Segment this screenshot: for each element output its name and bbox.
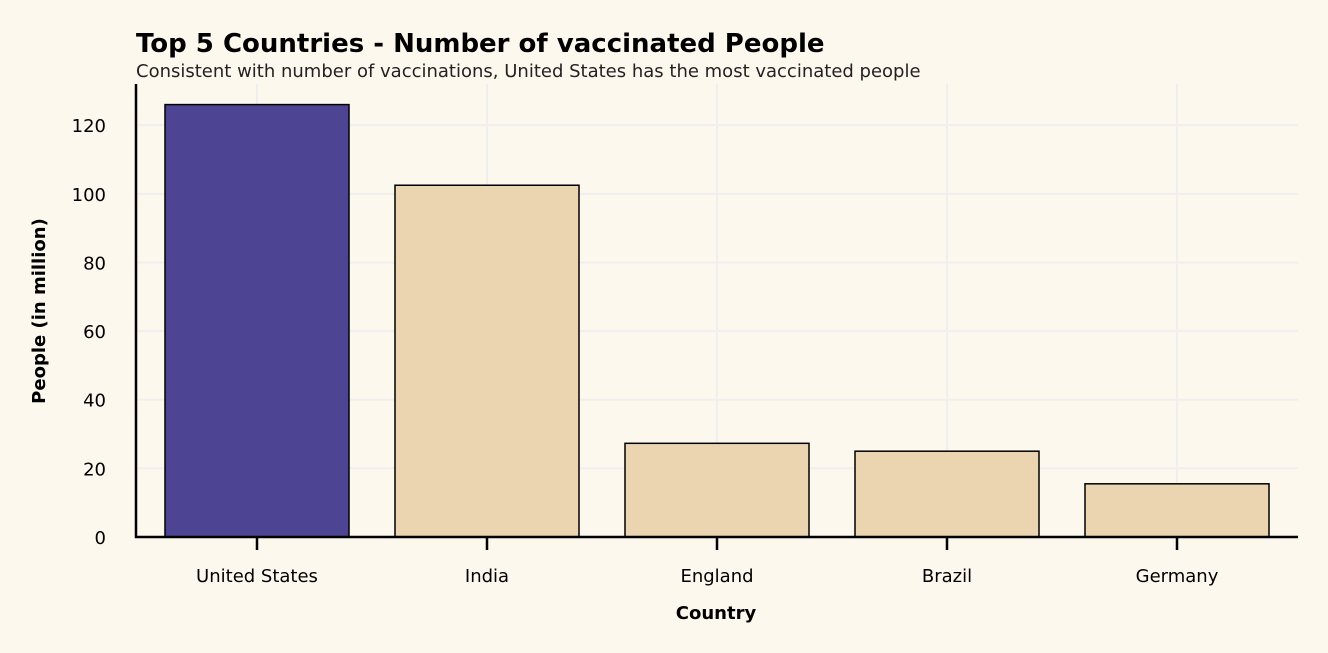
bar-germany (1084, 483, 1270, 538)
y-axis-label: People (in million) (29, 218, 50, 404)
x-tick-label: England (680, 566, 753, 587)
x-tick-label: Brazil (922, 566, 972, 587)
y-tick-label: 40 (83, 391, 106, 412)
axes (134, 84, 1298, 550)
y-tick-label: 80 (83, 253, 106, 274)
y-tick-label: 120 (72, 116, 106, 137)
bars (164, 103, 1270, 538)
y-tick-label: 100 (72, 185, 106, 206)
chart-subtitle: Consistent with number of vaccinations, … (136, 61, 921, 82)
y-tick-label: 0 (95, 528, 106, 549)
x-tick-label: Germany (1136, 566, 1219, 587)
tick-labels: 0 20 40 60 80 100 120 United States India England… (72, 116, 1219, 587)
x-axis-label: Country (676, 603, 757, 624)
y-tick-label: 20 (83, 459, 106, 480)
chart-title: Top 5 Countries - Number of vaccinated P… (136, 29, 825, 59)
y-tick-label: 60 (83, 322, 106, 343)
bar-brazil (854, 450, 1040, 538)
bar-india (394, 184, 580, 538)
x-tick-label: India (465, 566, 509, 587)
x-tick-label: United States (196, 566, 318, 587)
bar-united-states (164, 103, 350, 538)
bar-england (624, 442, 810, 538)
